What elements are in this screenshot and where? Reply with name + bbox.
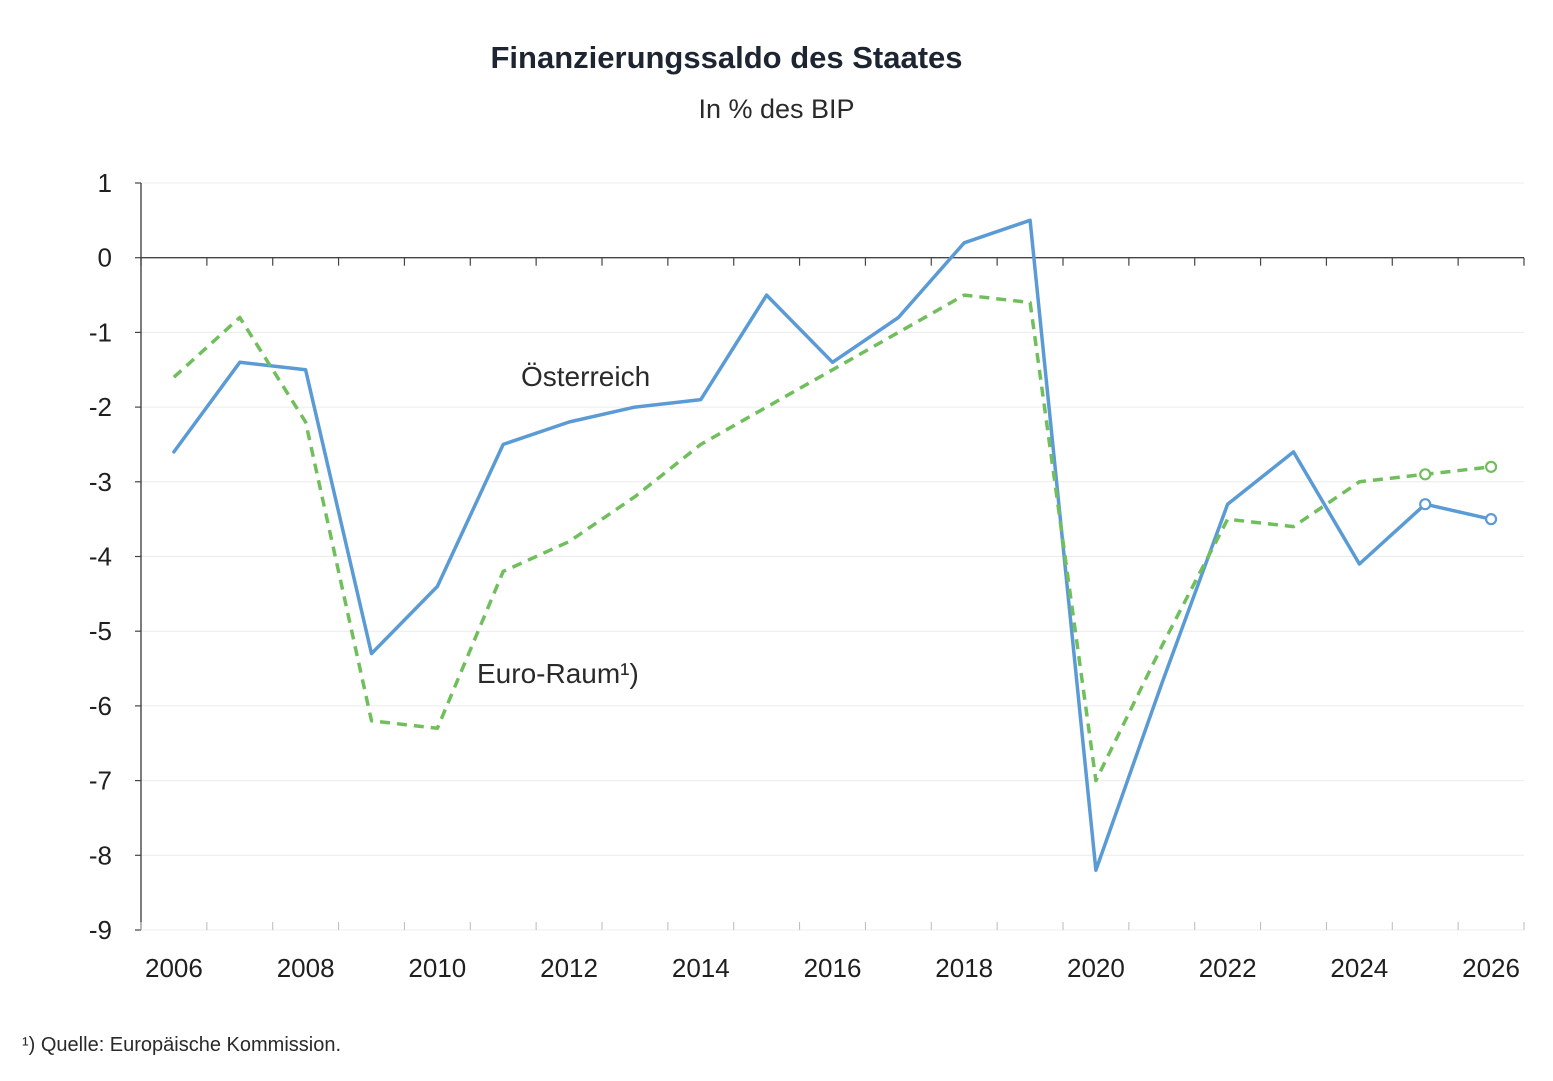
y-tick-label: -9 bbox=[89, 915, 112, 945]
y-tick-label: -1 bbox=[89, 317, 112, 347]
footnote: ¹) Quelle: Europäische Kommission. bbox=[22, 1034, 342, 1056]
x-tick-label: 2026 bbox=[1462, 953, 1520, 983]
y-tick-label: -6 bbox=[89, 691, 112, 721]
chart-title: Finanzierungssaldo des Staates bbox=[490, 40, 963, 75]
series-labels: Österreich Euro-Raum¹) bbox=[477, 361, 650, 689]
forecast-marker bbox=[1484, 460, 1498, 473]
forecast-marker bbox=[1419, 498, 1432, 511]
x-tick-label: 2006 bbox=[145, 953, 203, 983]
y-tick-label: -2 bbox=[89, 392, 112, 422]
x-tick-label: 2020 bbox=[1067, 953, 1125, 983]
forecast-marker bbox=[1484, 513, 1498, 526]
y-tick-label: -7 bbox=[89, 766, 112, 796]
x-tick-label: 2024 bbox=[1330, 953, 1388, 983]
y-tick-label: -3 bbox=[89, 467, 112, 497]
x-tick-label: 2014 bbox=[672, 953, 730, 983]
forecast-markers bbox=[1419, 460, 1498, 526]
x-tick-label: 2016 bbox=[804, 953, 862, 983]
series-line-oesterreich bbox=[172, 218, 1493, 872]
axes: 1 0 -1 -2 -3 -4 -5 -6 -7 -8 -9 2006 2008 2010 2012 2014… bbox=[89, 168, 1525, 983]
y-tick-label: 1 bbox=[98, 168, 112, 198]
x-tick-label: 2008 bbox=[277, 953, 335, 983]
y-tick-label: -4 bbox=[89, 542, 112, 572]
x-tick-label: 2018 bbox=[935, 953, 993, 983]
series-line-euro-raum bbox=[172, 293, 1492, 783]
y-tick-label: -5 bbox=[89, 616, 112, 646]
series-lines bbox=[172, 218, 1493, 872]
x-tick-label: 2022 bbox=[1199, 953, 1257, 983]
x-tick-label: 2012 bbox=[540, 953, 598, 983]
gridlines bbox=[141, 182, 1524, 931]
series-label-oesterreich: Österreich bbox=[521, 361, 650, 392]
forecast-marker bbox=[1419, 468, 1432, 481]
y-tick-label: 0 bbox=[98, 243, 112, 273]
chart-subtitle: In % des BIP bbox=[698, 94, 855, 124]
series-label-euro-raum: Euro-Raum¹) bbox=[477, 658, 639, 689]
x-tick-label: 2010 bbox=[408, 953, 466, 983]
y-tick-label: -8 bbox=[89, 840, 112, 870]
